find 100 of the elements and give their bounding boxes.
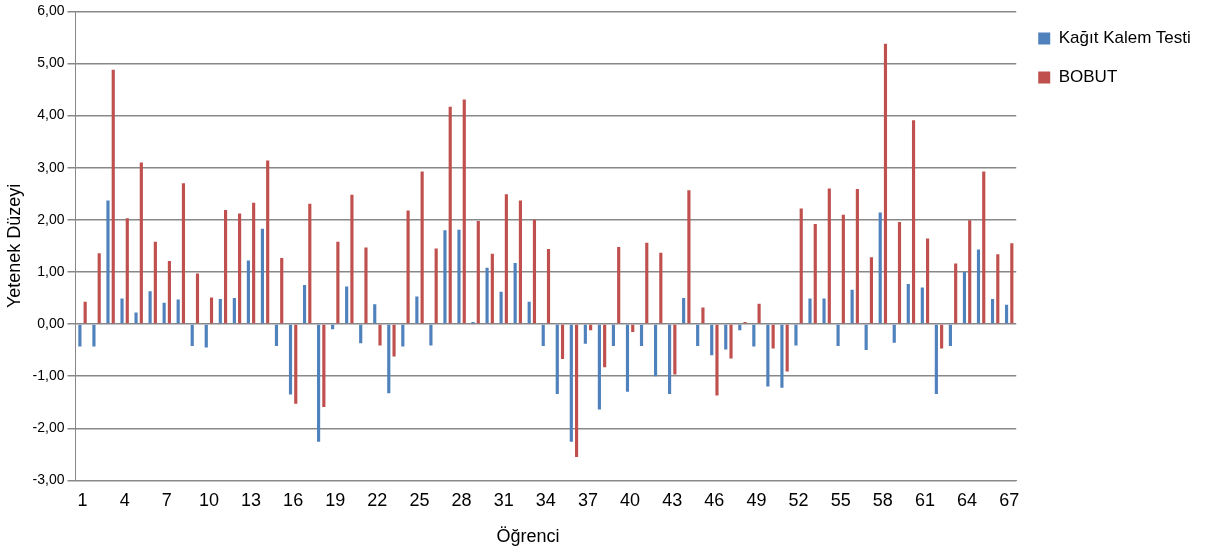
bar	[527, 301, 531, 324]
bar	[611, 324, 616, 346]
x-tick-label: 34	[535, 490, 556, 511]
y-tick-label: 6,00	[37, 2, 65, 19]
bar	[308, 203, 312, 324]
bar	[288, 324, 293, 395]
bar	[139, 162, 143, 324]
x-tick-label: 7	[161, 490, 172, 511]
bar	[378, 324, 382, 346]
bar	[822, 298, 826, 324]
bar	[120, 298, 124, 324]
x-tick-label: 43	[662, 490, 683, 511]
y-tick-label: -2,00	[32, 419, 65, 436]
bar	[555, 324, 559, 394]
x-tick-label: 46	[704, 490, 725, 511]
bar	[766, 324, 770, 387]
y-tick-label: -1,00	[32, 367, 65, 384]
bar	[850, 289, 854, 324]
bar	[260, 228, 264, 324]
bar	[518, 200, 522, 324]
x-tick-label: 55	[830, 490, 851, 511]
bar	[176, 299, 180, 324]
x-tick-label: 61	[914, 490, 935, 511]
y-tick-label: 2,00	[37, 210, 65, 227]
bar	[625, 324, 630, 392]
bar	[968, 220, 972, 324]
bar	[462, 99, 466, 324]
y-tick-label: 4,00	[37, 106, 65, 123]
bar	[232, 298, 236, 324]
x-tick-label: 22	[367, 490, 388, 511]
bar	[948, 324, 952, 346]
bar	[794, 324, 798, 346]
bar	[869, 257, 874, 324]
bar	[392, 324, 396, 357]
x-tick-label: 1	[77, 490, 88, 511]
bar	[1004, 304, 1009, 324]
bar	[597, 324, 601, 410]
bar	[266, 160, 270, 324]
y-tick-label: 3,00	[37, 158, 65, 175]
y-tick-label: 0,00	[37, 314, 65, 331]
bar	[569, 324, 573, 442]
bar	[541, 324, 545, 346]
bar	[317, 324, 321, 442]
bar	[799, 208, 803, 324]
bar	[659, 252, 663, 324]
bar	[996, 254, 1000, 324]
bar	[434, 248, 438, 324]
bar	[322, 324, 326, 407]
bar	[864, 324, 868, 351]
x-tick-label: 49	[746, 490, 767, 511]
bar	[246, 260, 250, 324]
bar	[631, 324, 635, 332]
y-tick-label: -3,00	[32, 471, 65, 488]
bar	[280, 257, 284, 324]
x-axis-title: Öğrenci	[495, 526, 561, 547]
bar	[724, 324, 728, 350]
bar	[420, 171, 424, 324]
bar	[785, 324, 789, 372]
bar	[476, 220, 480, 324]
bar	[504, 194, 508, 324]
bar	[883, 43, 888, 324]
x-tick-label: 4	[119, 490, 130, 511]
bar	[808, 298, 812, 324]
x-tick-label: 31	[493, 490, 514, 511]
bar	[687, 190, 691, 324]
bar	[457, 229, 461, 324]
bar	[911, 120, 916, 324]
bar	[443, 230, 447, 324]
x-tick-label: 40	[620, 490, 641, 511]
bar	[780, 324, 784, 388]
bar	[448, 106, 452, 324]
bar	[294, 324, 298, 404]
bar	[111, 69, 115, 324]
bar	[218, 299, 222, 324]
y-tick-label: 5,00	[37, 54, 65, 71]
bar	[532, 219, 537, 324]
bar	[855, 189, 859, 324]
x-tick-label: 52	[788, 490, 809, 511]
bar	[406, 210, 410, 324]
bar	[673, 324, 677, 375]
bar	[990, 299, 995, 324]
x-tick-label: 58	[872, 490, 893, 511]
bar	[617, 246, 621, 324]
x-tick-label: 13	[241, 490, 262, 511]
bar	[223, 209, 228, 324]
bar	[167, 261, 171, 324]
x-tick-label: 28	[451, 490, 472, 511]
bar	[827, 188, 831, 324]
bar	[962, 271, 967, 324]
bar	[302, 284, 307, 324]
bar	[682, 298, 686, 324]
bar	[401, 324, 405, 347]
bar	[359, 324, 363, 344]
bar	[878, 212, 882, 324]
legend-label: Kağıt Kalem Testi	[1058, 28, 1191, 48]
bar	[78, 324, 82, 347]
bar	[710, 324, 714, 356]
bar	[639, 324, 644, 346]
bar	[546, 249, 551, 324]
bar	[752, 324, 756, 347]
